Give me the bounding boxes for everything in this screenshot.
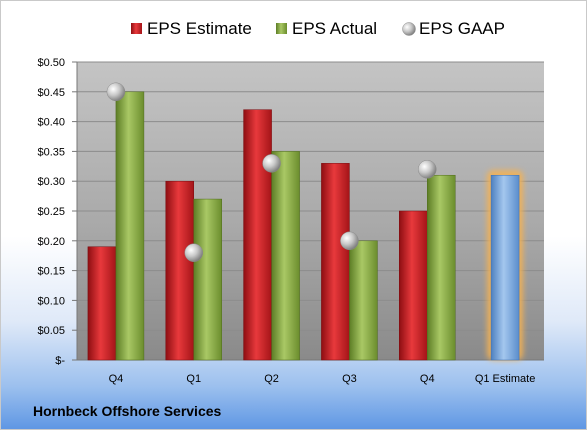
marker-eps-gaap (262, 154, 281, 173)
company-name: Hornbeck Offshore Services (33, 403, 222, 419)
legend-label: EPS Actual (292, 19, 377, 38)
bar-eps-actual (115, 91, 145, 361)
x-tick-label: Q1 Estimate (475, 373, 536, 385)
x-tick-label: Q4 (109, 373, 124, 385)
bar-eps-estimate (87, 246, 117, 361)
bar-eps-actual (193, 198, 222, 361)
y-tick-label: $0.40 (37, 117, 65, 129)
bar-eps-actual (349, 240, 378, 361)
y-tick-label: $0.35 (37, 146, 65, 158)
y-tick-label: $0.45 (37, 87, 65, 99)
gaap-markers (106, 82, 437, 262)
legend-label: EPS GAAP (419, 19, 505, 38)
legend-label: EPS Estimate (147, 19, 252, 38)
bar-eps-estimate (321, 163, 350, 361)
marker-eps-gaap (184, 243, 203, 262)
y-tick-label: $- (55, 355, 65, 367)
x-tick-label: Q3 (342, 373, 357, 385)
marker-eps-gaap (106, 82, 126, 102)
x-tick-label: Q4 (420, 373, 435, 385)
bar-eps-estimate (243, 109, 272, 361)
legend-swatch (402, 22, 416, 36)
bar-eps-actual (427, 174, 456, 361)
legend-swatch (276, 23, 287, 34)
gridlines (77, 61, 544, 361)
y-tick-label: $0.50 (37, 57, 65, 69)
legend: EPS Estimate EPS Actual EPS GAAP (131, 19, 505, 38)
bar-q1-estimate (490, 174, 520, 361)
bar-eps-estimate (165, 180, 194, 361)
y-tick-label: $0.10 (37, 295, 65, 307)
bar-eps-estimate (399, 210, 428, 361)
y-tick-label: $0.20 (37, 236, 65, 248)
marker-eps-gaap (340, 231, 359, 251)
bars (87, 91, 524, 361)
bar-eps-actual (271, 151, 300, 361)
y-tick-label: $0.05 (37, 325, 65, 337)
legend-swatch (131, 23, 142, 34)
marker-eps-gaap (418, 160, 437, 179)
y-tick-label: $0.15 (37, 266, 65, 278)
x-axis-ticks: Q4 Q1 Q2 Q3 Q4 Q1 Estimate (109, 373, 536, 385)
y-tick-label: $0.25 (37, 206, 65, 218)
y-tick-label: $0.30 (37, 176, 65, 188)
x-tick-label: Q1 (186, 373, 201, 385)
y-axis-ticks: $- $0.05 $0.10 $0.15 $0.20 $0.25 $0.30 $0.35 $0.… (37, 57, 78, 367)
x-tick-label: Q2 (264, 373, 279, 385)
